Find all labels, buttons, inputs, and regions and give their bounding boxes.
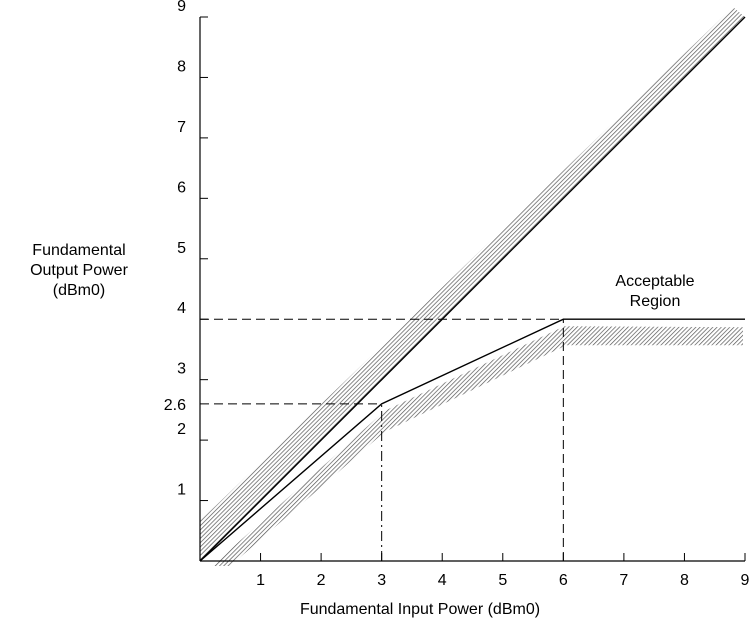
hatch-band-lower bbox=[212, 326, 743, 566]
y-tick-label: 8 bbox=[177, 58, 186, 75]
x-tick-label: 1 bbox=[256, 572, 265, 589]
series-line-upper-bound bbox=[199, 16, 746, 562]
acceptable-region-label: Acceptable Region bbox=[590, 272, 720, 312]
x-tick-label: 2 bbox=[317, 572, 326, 589]
y-tick-label: 4 bbox=[177, 300, 186, 317]
hatch-band-upper bbox=[200, 7, 745, 561]
y-tick-label: 9 bbox=[177, 0, 186, 15]
x-tick-label: 5 bbox=[498, 572, 507, 589]
annotation-line-2: Region bbox=[629, 293, 681, 310]
y-tick-label: 6 bbox=[177, 179, 186, 196]
x-axis-title: Fundamental Input Power (dBm0) bbox=[299, 601, 541, 618]
x-tick-label: 9 bbox=[741, 572, 749, 589]
y-axis-title-line-3: (dBm0) bbox=[52, 282, 106, 299]
y-tick-label: 5 bbox=[177, 240, 186, 257]
tick-labels: 1 2 3 4 5 6 7 8 9 1 2 3 4 5 6 7 8 9 2.6 bbox=[164, 0, 749, 589]
x-tick-label: 6 bbox=[559, 572, 568, 589]
y-tick-label: 7 bbox=[177, 119, 186, 136]
x-tick-label: 8 bbox=[680, 572, 689, 589]
reference-lines bbox=[200, 318, 564, 561]
y-tick-label: 3 bbox=[177, 361, 186, 378]
y-tick-label: 2 bbox=[177, 421, 186, 438]
y-tick-label-extra: 2.6 bbox=[164, 397, 186, 414]
x-tick-label: 3 bbox=[377, 572, 386, 589]
y-axis-title-line-2: Output Power bbox=[30, 262, 128, 279]
hatch-bands bbox=[200, 7, 745, 566]
y-axis-title-line-1: Fundamental bbox=[32, 242, 126, 259]
series-lines bbox=[199, 16, 746, 562]
axes bbox=[199, 16, 746, 562]
y-tick-label: 1 bbox=[177, 482, 186, 499]
x-tick-label: 7 bbox=[619, 572, 628, 589]
annotation-line-1: Acceptable bbox=[615, 273, 695, 290]
y-axis-title: Fundamental Output Power (dBm0) bbox=[4, 241, 154, 301]
series-line-lower-bound bbox=[199, 318, 745, 562]
x-tick-label: 4 bbox=[438, 572, 447, 589]
